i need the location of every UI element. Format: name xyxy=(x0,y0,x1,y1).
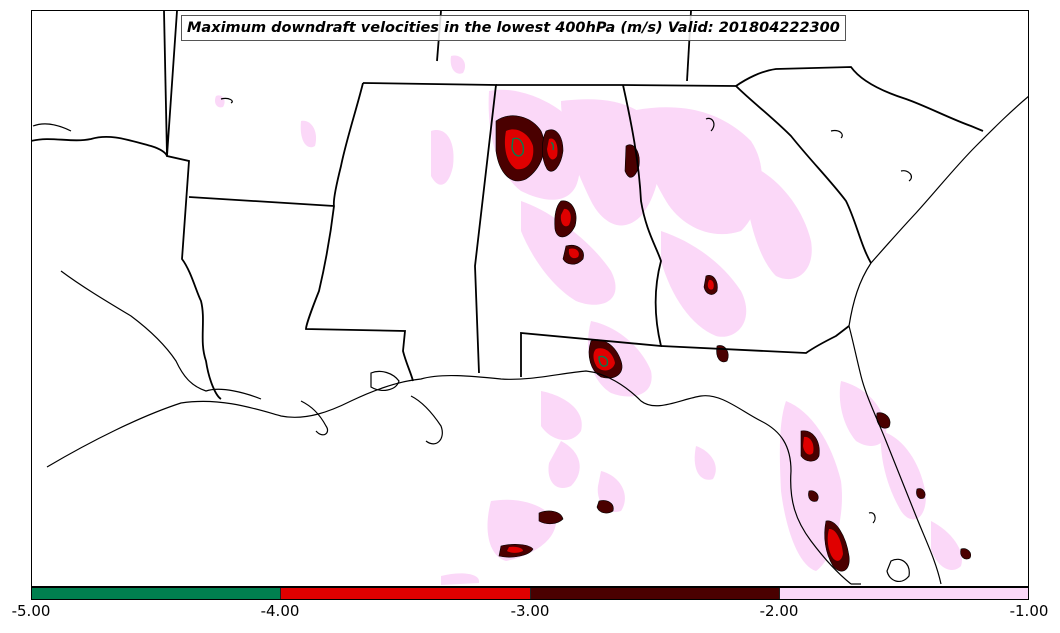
map-panel xyxy=(31,10,1029,587)
colorbar-tick-label: -5.00 xyxy=(11,602,51,620)
colorbar-segment-dark-red xyxy=(529,588,779,599)
colorbar-tick-label: -2.00 xyxy=(759,602,799,620)
state-borders xyxy=(32,11,984,400)
colorbar-segment-green xyxy=(32,588,281,599)
coastline xyxy=(32,96,1028,585)
colorbar-segment-pink xyxy=(778,588,1028,599)
colorbar-tick-label: -3.00 xyxy=(510,602,550,620)
colorbar xyxy=(31,587,1029,600)
colorbar-tick-label: -4.00 xyxy=(260,602,300,620)
map-canvas xyxy=(32,11,1028,585)
downdraft-green-field xyxy=(511,137,609,367)
downdraft-red-field xyxy=(504,129,843,561)
downdraft-light-field xyxy=(214,55,962,585)
colorbar-tick-label: -1.00 xyxy=(1009,602,1049,620)
map-title: Maximum downdraft velocities in the lowe… xyxy=(181,15,846,41)
colorbar-segment-red xyxy=(280,588,530,599)
